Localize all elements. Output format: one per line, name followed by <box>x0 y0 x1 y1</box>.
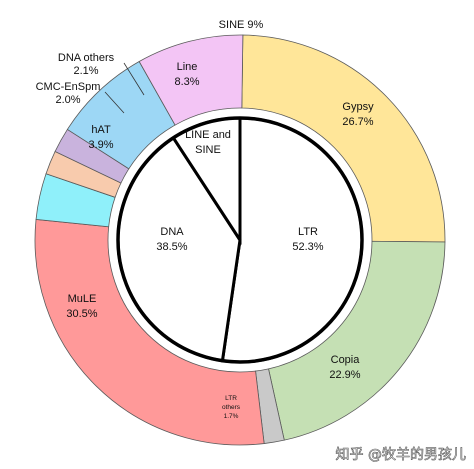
inner-ltr-value: 52.3% <box>292 241 323 253</box>
outer-ring <box>34 34 446 446</box>
slice-mule <box>34 218 265 446</box>
outer-gypsy-label: Gypsy <box>342 101 374 113</box>
outer-ltr-others-label: others <box>222 404 241 411</box>
watermark-text: 知乎 @牧羊的男孩儿 <box>336 446 466 463</box>
outer-sine-label: SINE 9% <box>219 19 264 31</box>
leader-lines <box>104 62 145 114</box>
outer-line-label: Line <box>177 61 198 73</box>
outer-mule-value: 30.5% <box>66 308 97 320</box>
inner-line-and-sine-label: SINE <box>195 144 221 156</box>
inner-pie-rim <box>116 116 364 364</box>
outer-cmc-enspm-label: CMC-EnSpm <box>36 81 101 93</box>
slice-gypsy <box>241 34 446 243</box>
slice-labels: Gypsy 26.7% Copia 22.9% LTR others 1.7% MuLE 30.… <box>36 19 374 420</box>
outer-hat-label: hAT <box>91 124 111 136</box>
inner-pie <box>116 116 364 364</box>
slice-sine <box>138 34 244 126</box>
leader-line-cmc-enspm <box>104 91 125 114</box>
outer-line-value: 8.3% <box>174 76 199 88</box>
slice-copia <box>268 240 446 441</box>
inner-dna-label: DNA <box>160 226 184 238</box>
inner-line-and-sine-label: LINE and <box>185 129 231 141</box>
inner-ltr-label: LTR <box>298 226 318 238</box>
outer-ltr-others-label: LTR <box>225 395 237 402</box>
inner-dna-value: 38.5% <box>156 241 187 253</box>
outer-dna-others-value: 2.1% <box>73 65 98 77</box>
outer-mule-label: MuLE <box>68 293 97 305</box>
outer-cmc-enspm-value: 2.0% <box>55 94 80 106</box>
leader-line-dna-others <box>123 62 145 96</box>
outer-copia-value: 22.9% <box>329 369 360 381</box>
outer-dna-others-label: DNA others <box>58 52 115 64</box>
outer-gypsy-value: 26.7% <box>342 116 373 128</box>
outer-copia-label: Copia <box>331 354 361 366</box>
outer-ltr-others-value: 1.7% <box>224 413 239 420</box>
outer-hat-value: 3.9% <box>88 139 113 151</box>
